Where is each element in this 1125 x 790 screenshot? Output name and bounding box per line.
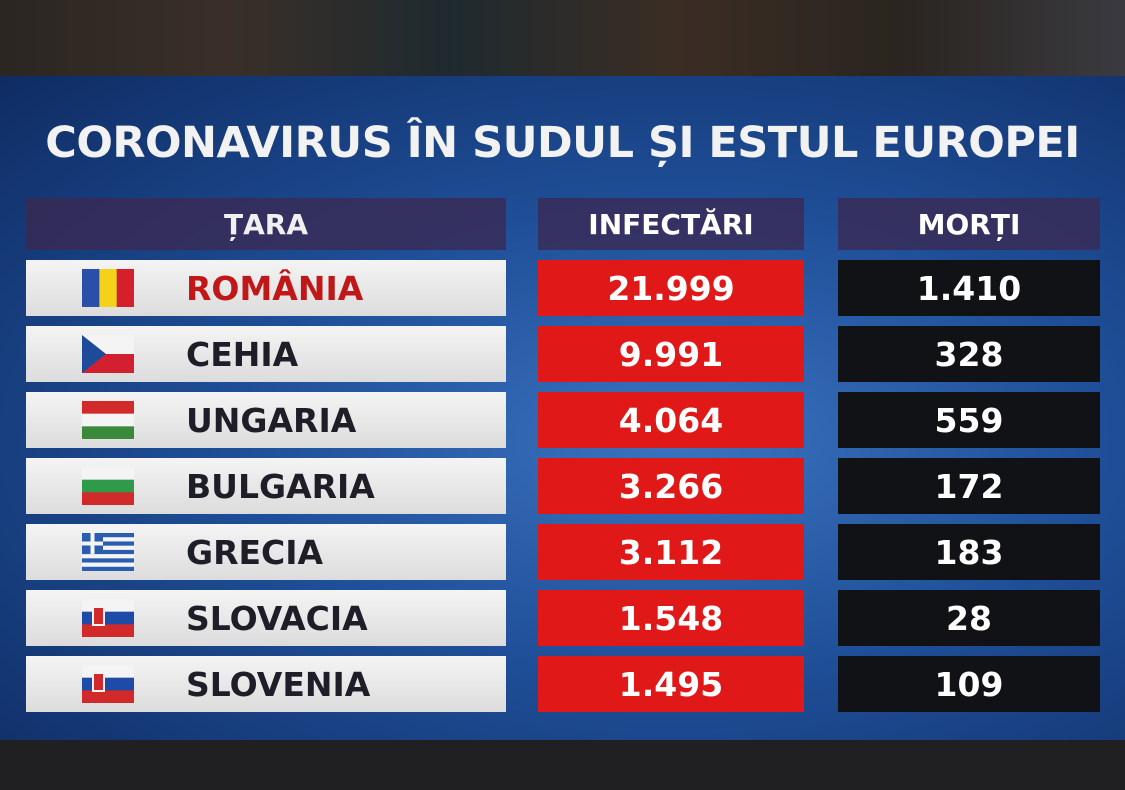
bookshelf [0,0,1125,76]
deaths-value: 109 [934,664,1004,704]
infections-value: 1.548 [618,598,724,638]
infections-value: 9.991 [618,334,724,374]
infections-value: 1.495 [618,664,724,704]
deaths-cell: 328 [838,326,1100,382]
tv-frame [0,740,1125,790]
country-name: SLOVACIA [186,598,368,638]
flag [82,467,134,505]
country-name: GRECIA [186,532,324,572]
country-cell: CEHIA [26,326,506,382]
deaths-cell: 559 [838,392,1100,448]
country-cell: SLOVACIA [26,590,506,646]
header-infections: INFECTĂRI [538,198,804,250]
deaths-cell: 183 [838,524,1100,580]
deaths-value: 172 [934,466,1004,506]
infections-value: 21.999 [607,268,735,308]
infections-cell: 9.991 [538,326,804,382]
title: CORONAVIRUS ÎN SUDUL ȘI ESTUL EUROPEI [45,118,1080,168]
header-country: ȚARA [26,198,506,250]
deaths-value: 1.410 [916,268,1022,308]
country-name: BULGARIA [186,466,375,506]
infections-cell: 3.266 [538,458,804,514]
infections-cell: 21.999 [538,260,804,316]
infections-cell: 1.495 [538,656,804,712]
infections-value: 4.064 [618,400,724,440]
deaths-cell: 172 [838,458,1100,514]
country-name: UNGARIA [186,400,357,440]
deaths-cell: 28 [838,590,1100,646]
flag [82,599,134,637]
infections-value: 3.266 [618,466,724,506]
deaths-cell: 1.410 [838,260,1100,316]
flag [82,665,134,703]
flag [82,335,134,373]
header-deaths: MORȚI [838,198,1100,250]
country-cell: UNGARIA [26,392,506,448]
deaths-value: 183 [934,532,1004,572]
country-cell: GRECIA [26,524,506,580]
country-cell: SLOVENIA [26,656,506,712]
country-cell: ROMÂNIA [26,260,506,316]
country-name: ROMÂNIA [186,268,364,308]
country-name: SLOVENIA [186,664,371,704]
infections-cell: 4.064 [538,392,804,448]
infections-cell: 3.112 [538,524,804,580]
flag [82,533,134,571]
deaths-value: 328 [934,334,1004,374]
country-cell: BULGARIA [26,458,506,514]
deaths-cell: 109 [838,656,1100,712]
flag [82,269,134,307]
flag [82,401,134,439]
infections-value: 3.112 [618,532,724,572]
infections-cell: 1.548 [538,590,804,646]
deaths-value: 28 [946,598,992,638]
deaths-value: 559 [934,400,1004,440]
country-name: CEHIA [186,334,299,374]
